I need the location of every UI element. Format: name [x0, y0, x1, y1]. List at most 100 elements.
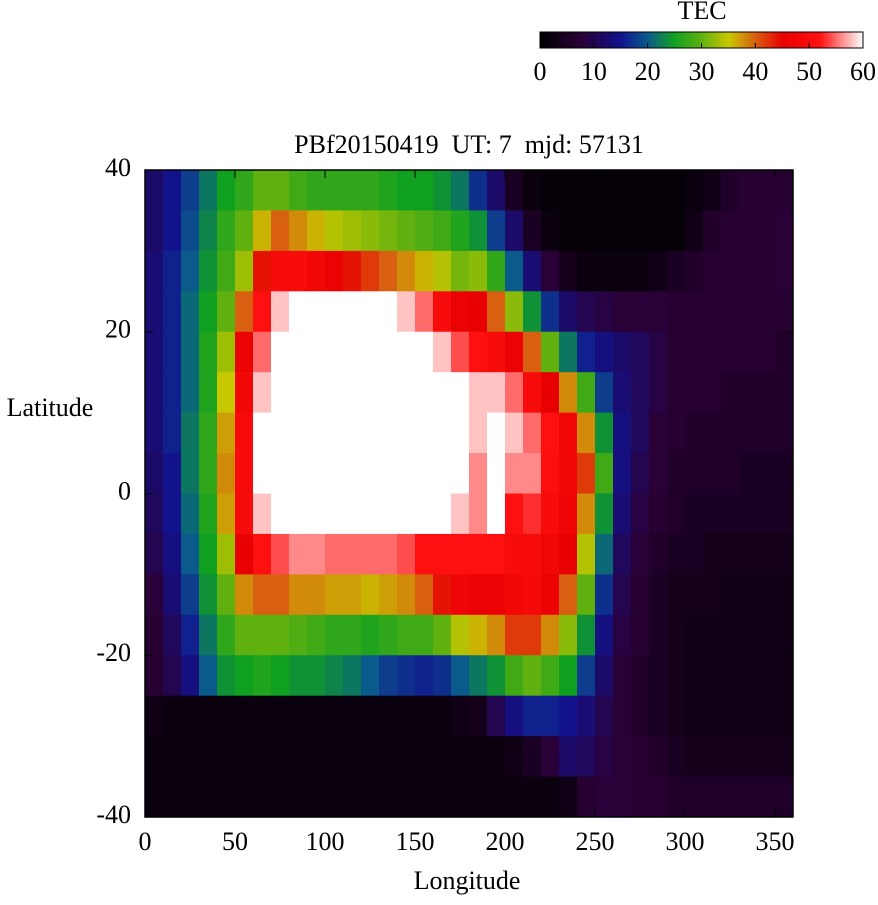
- heatmap-cell: [343, 453, 362, 494]
- heatmap-cell: [595, 412, 614, 454]
- heatmap-cell: [145, 776, 164, 818]
- heatmap-cell: [217, 695, 236, 737]
- heatmap-cell: [685, 412, 704, 454]
- heatmap-cell: [505, 210, 524, 252]
- heatmap-cell: [523, 412, 542, 454]
- heatmap-cell: [577, 736, 596, 778]
- heatmap-cell: [325, 533, 344, 575]
- heatmap-cell: [631, 695, 650, 737]
- heatmap-cell: [487, 695, 506, 737]
- heatmap-cell: [541, 776, 560, 818]
- heatmap-cell: [199, 533, 218, 575]
- heatmap-cell: [703, 210, 722, 252]
- heatmap-cell: [163, 533, 182, 575]
- x-tick-label: 0: [139, 827, 152, 856]
- heatmap-cell: [253, 736, 272, 778]
- heatmap-cell: [739, 250, 758, 292]
- heatmap-cell: [343, 736, 362, 778]
- heatmap-cell: [289, 736, 308, 778]
- heatmap-cell: [613, 776, 632, 818]
- heatmap-cell: [685, 372, 704, 414]
- x-tick-label: 200: [486, 827, 525, 856]
- heatmap-cell: [739, 695, 758, 737]
- heatmap-cell: [199, 291, 218, 333]
- y-axis-label: Latitude: [7, 393, 94, 422]
- heatmap-cell: [361, 493, 380, 535]
- heatmap-cell: [775, 170, 794, 211]
- heatmap-cell: [271, 250, 290, 292]
- heatmap-cell: [649, 655, 668, 697]
- heatmap-cell: [541, 372, 560, 414]
- heatmap-cell: [595, 210, 614, 252]
- heatmap-cell: [307, 250, 326, 292]
- heatmap-cell: [577, 170, 596, 211]
- heatmap-cell: [451, 695, 470, 737]
- heatmap-cell: [469, 372, 488, 414]
- heatmap-cell: [739, 574, 758, 616]
- heatmap-cell: [649, 695, 668, 737]
- heatmap-cell: [217, 493, 236, 535]
- heatmap-cell: [325, 331, 344, 373]
- heatmap-cell: [181, 695, 200, 737]
- heatmap-cell: [253, 291, 272, 333]
- heatmap-cell: [541, 736, 560, 778]
- heatmap-cell: [613, 533, 632, 575]
- heatmap-cell: [775, 291, 794, 333]
- heatmap-cell: [577, 614, 596, 656]
- heatmap-cell: [667, 170, 686, 211]
- heatmap-cell: [163, 412, 182, 454]
- heatmap-cell: [451, 372, 470, 414]
- heatmap-cell: [505, 331, 524, 373]
- heatmap-cell: [181, 372, 200, 414]
- heatmap-cell: [433, 493, 452, 535]
- heatmap-cell: [667, 776, 686, 818]
- heatmap-cell: [361, 736, 380, 778]
- heatmap-cell: [163, 574, 182, 616]
- x-tick-label: 350: [756, 827, 795, 856]
- heatmap-cell: [595, 170, 614, 211]
- heatmap-cell: [487, 574, 506, 616]
- heatmap-cell: [217, 170, 236, 211]
- heatmap-cell: [739, 372, 758, 414]
- heatmap-cell: [631, 291, 650, 333]
- heatmap-cell: [361, 533, 380, 575]
- heatmap-cell: [379, 614, 398, 656]
- heatmap-cell: [253, 695, 272, 737]
- heatmap-cell: [433, 453, 452, 494]
- heatmap-cell: [649, 210, 668, 252]
- heatmap-cell: [325, 291, 344, 333]
- heatmap-cell: [577, 695, 596, 737]
- heatmap-cell: [721, 614, 740, 656]
- colorbar-tick-label: 0: [534, 57, 547, 86]
- x-tick-label: 150: [396, 827, 435, 856]
- heatmap-cell: [379, 695, 398, 737]
- heatmap-cell: [451, 331, 470, 373]
- heatmap-cell: [613, 574, 632, 616]
- heatmap-cell: [199, 614, 218, 656]
- heatmap-cell: [433, 291, 452, 333]
- heatmap-cell: [757, 695, 776, 737]
- heatmap-cell: [181, 736, 200, 778]
- heatmap-cell: [739, 453, 758, 494]
- heatmap-cell: [451, 453, 470, 494]
- heatmap-cell: [649, 250, 668, 292]
- heatmap-cell: [415, 453, 434, 494]
- heatmap-cell: [433, 695, 452, 737]
- heatmap-cell: [397, 614, 416, 656]
- heatmap-cell: [523, 776, 542, 818]
- heatmap-cell: [289, 210, 308, 252]
- heatmap-cell: [703, 493, 722, 535]
- heatmap-cell: [487, 493, 506, 535]
- heatmap-cell: [415, 493, 434, 535]
- heatmap-cell: [289, 372, 308, 414]
- heatmap-cell: [505, 170, 524, 211]
- heatmap-cell: [433, 574, 452, 616]
- heatmap-cell: [631, 331, 650, 373]
- heatmap-cell: [613, 331, 632, 373]
- heatmap-cell: [433, 655, 452, 697]
- heatmap-cell: [469, 291, 488, 333]
- heatmap-cell: [775, 453, 794, 494]
- heatmap-cell: [523, 574, 542, 616]
- heatmap-cell: [163, 210, 182, 252]
- heatmap-cell: [487, 291, 506, 333]
